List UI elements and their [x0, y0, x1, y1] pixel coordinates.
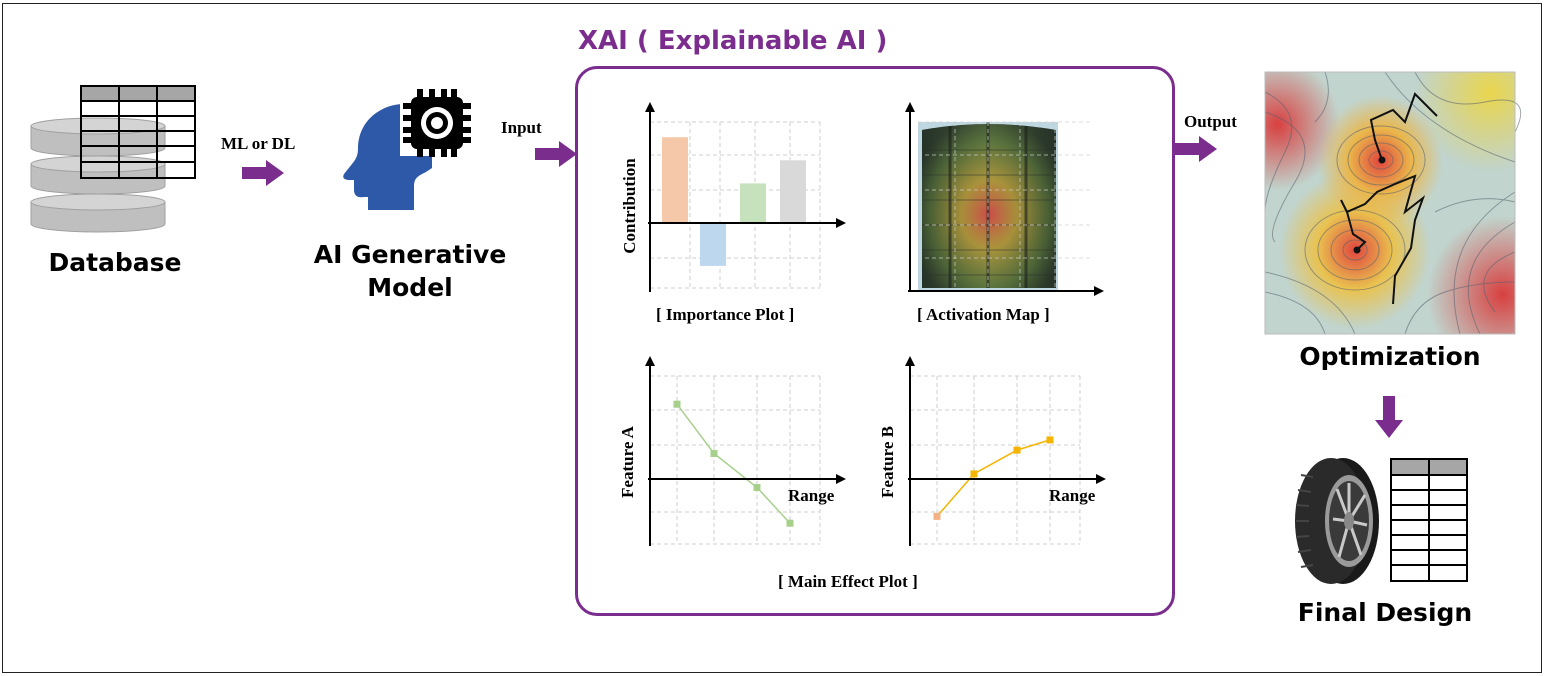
input-label: Input — [501, 118, 542, 137]
feature-a-point-3 — [753, 484, 761, 491]
database-label: Database — [48, 248, 182, 277]
feature-a-point-1 — [673, 400, 681, 408]
optimization-contour-map — [1264, 71, 1522, 335]
model-label-line1: AI Generative — [313, 240, 507, 269]
importance-bar-2 — [700, 223, 726, 266]
feature-b-point-3 — [1013, 446, 1021, 454]
arrow-icon — [242, 160, 284, 186]
final-design-table — [1390, 458, 1468, 582]
importance-bar-1 — [662, 137, 688, 223]
activation-caption: [ Activation Map ] — [917, 305, 1050, 324]
importance-ylabel: Contribution — [620, 158, 639, 254]
feature-a-point-2 — [710, 450, 718, 457]
arrow-icon — [1175, 136, 1217, 162]
feature-b-ylabel: Feature B — [878, 426, 897, 498]
feature-a-plot — [645, 356, 846, 546]
feature-a-ylabel: Feature A — [618, 426, 637, 498]
optimization-label: Optimization — [1299, 342, 1481, 371]
feature-b-xlabel: Range — [1049, 486, 1096, 505]
database-icon — [30, 85, 196, 233]
xai-box — [575, 66, 1175, 616]
final-design-label: Final Design — [1297, 598, 1473, 627]
feature-b-plot — [905, 356, 1106, 546]
model-label-line2: Model — [367, 273, 453, 302]
feature-a-point-4 — [786, 519, 794, 527]
importance-bar-4 — [780, 160, 806, 223]
output-label: Output — [1184, 112, 1237, 131]
arrow-icon — [535, 141, 577, 167]
feature-b-point-4 — [1046, 436, 1054, 444]
arrow-down-icon — [1375, 396, 1403, 438]
diagram-frame — [2, 3, 1542, 673]
tire-icon — [1295, 458, 1379, 584]
ml-or-dl-label: ML or DL — [221, 134, 296, 153]
importance-plot — [645, 102, 846, 292]
feature-a-line — [676, 403, 791, 524]
feature-b-line — [936, 439, 1051, 517]
main-effect-caption: [ Main Effect Plot ] — [778, 572, 918, 591]
feature-b-point-2 — [970, 470, 978, 478]
feature-b-point-1 — [933, 512, 941, 520]
importance-bar-3 — [740, 183, 766, 223]
ai-head-icon — [343, 89, 471, 210]
xai-title: XAI ( Explainable AI ) — [578, 26, 888, 56]
importance-caption: [ Importance Plot ] — [656, 305, 795, 324]
feature-a-xlabel: Range — [788, 486, 835, 505]
activation-map — [905, 102, 1104, 296]
